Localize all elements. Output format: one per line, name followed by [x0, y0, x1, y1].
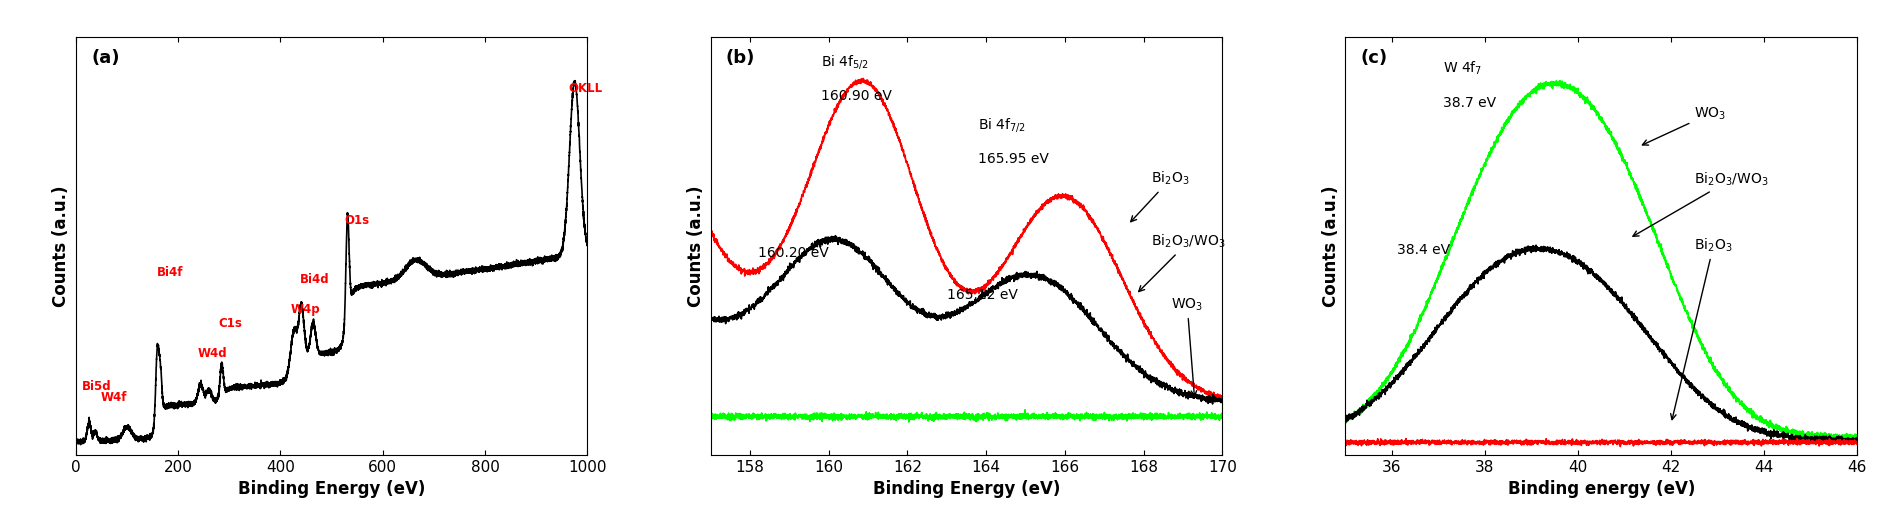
- Text: C1s: C1s: [218, 317, 243, 330]
- Text: 38.4 eV: 38.4 eV: [1397, 243, 1450, 257]
- Text: 165.95 eV: 165.95 eV: [978, 152, 1050, 166]
- Y-axis label: Counts (a.u.): Counts (a.u.): [1323, 185, 1340, 306]
- Text: Bi4d: Bi4d: [299, 273, 330, 286]
- X-axis label: Binding Energy (eV): Binding Energy (eV): [239, 481, 424, 498]
- Text: Bi$_2$O$_3$: Bi$_2$O$_3$: [1671, 236, 1732, 419]
- Text: W 4f$_7$: W 4f$_7$: [1444, 60, 1482, 77]
- Text: 160.90 eV: 160.90 eV: [821, 89, 893, 103]
- Text: O1s: O1s: [343, 214, 370, 228]
- Text: WO$_3$: WO$_3$: [1171, 297, 1203, 396]
- Text: W4d: W4d: [197, 347, 227, 360]
- Text: Bi$_2$O$_3$/WO$_3$: Bi$_2$O$_3$/WO$_3$: [1139, 233, 1226, 291]
- Text: Bi$_2$O$_3$: Bi$_2$O$_3$: [1131, 170, 1190, 222]
- Text: Bi$_2$O$_3$/WO$_3$: Bi$_2$O$_3$/WO$_3$: [1633, 170, 1768, 236]
- Text: Bi 4f$_{7/2}$: Bi 4f$_{7/2}$: [978, 116, 1027, 134]
- Text: 38.7 eV: 38.7 eV: [1444, 96, 1497, 110]
- X-axis label: Binding energy (eV): Binding energy (eV): [1508, 481, 1694, 498]
- Text: 160.20 eV: 160.20 eV: [758, 246, 828, 260]
- Text: OKLL: OKLL: [568, 82, 603, 95]
- Text: WO$_3$: WO$_3$: [1643, 105, 1726, 145]
- Y-axis label: Counts (a.u.): Counts (a.u.): [688, 185, 705, 306]
- Y-axis label: Counts (a.u.): Counts (a.u.): [53, 185, 70, 306]
- Text: Bi5d: Bi5d: [81, 380, 112, 393]
- Text: 165.12 eV: 165.12 eV: [948, 288, 1018, 302]
- Text: (a): (a): [91, 49, 119, 67]
- Text: W4p: W4p: [290, 302, 320, 315]
- X-axis label: Binding Energy (eV): Binding Energy (eV): [874, 481, 1059, 498]
- Text: Bi4f: Bi4f: [157, 266, 184, 279]
- Text: (b): (b): [726, 49, 756, 67]
- Text: Bi 4f$_{5/2}$: Bi 4f$_{5/2}$: [821, 53, 868, 72]
- Text: W4f: W4f: [100, 391, 127, 404]
- Text: (c): (c): [1361, 49, 1387, 67]
